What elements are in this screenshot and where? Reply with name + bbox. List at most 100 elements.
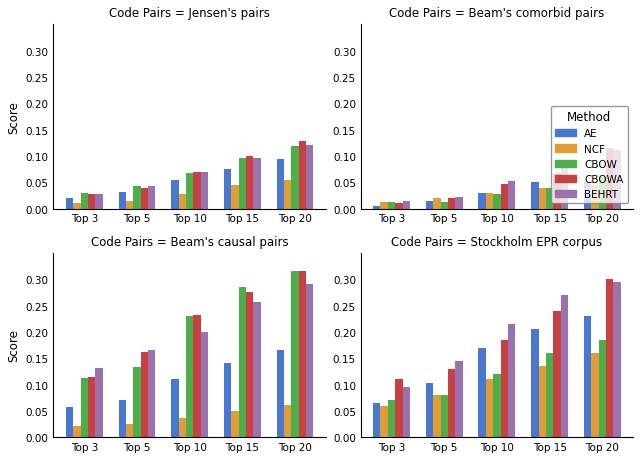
Bar (508, 324, 515, 437)
Bar (66, 199, 73, 209)
Bar (538, 366, 546, 437)
Bar (403, 387, 410, 437)
Title: Code Pairs = Stockholm EPR corpus: Code Pairs = Stockholm EPR corpus (391, 235, 602, 248)
Bar (388, 400, 396, 437)
Bar (381, 203, 388, 209)
Bar (246, 157, 253, 209)
Bar (95, 369, 103, 437)
Bar (186, 174, 193, 209)
Bar (253, 159, 260, 209)
Bar (598, 178, 606, 209)
Bar (224, 169, 231, 209)
Bar (426, 384, 433, 437)
Bar (66, 407, 73, 437)
Bar (141, 352, 148, 437)
Bar (284, 405, 291, 437)
Bar (231, 185, 239, 209)
Bar (126, 424, 133, 437)
Bar (381, 406, 388, 437)
Bar (118, 400, 126, 437)
Bar (172, 180, 179, 209)
Bar (141, 189, 148, 209)
Bar (561, 164, 568, 209)
Bar (591, 185, 598, 209)
Bar (118, 193, 126, 209)
Bar (531, 183, 538, 209)
Bar (493, 374, 500, 437)
Bar (193, 315, 201, 437)
Bar (403, 201, 410, 209)
Bar (95, 195, 103, 209)
Bar (448, 199, 455, 209)
Bar (148, 351, 156, 437)
Bar (561, 296, 568, 437)
Bar (584, 183, 591, 209)
Bar (486, 380, 493, 437)
Legend: AE, NCF, CBOW, CBOWA, BEHRT: AE, NCF, CBOW, CBOWA, BEHRT (551, 107, 628, 204)
Bar (486, 193, 493, 209)
Bar (81, 193, 88, 209)
Y-axis label: Score: Score (7, 101, 20, 134)
Bar (455, 197, 463, 209)
Y-axis label: Score: Score (7, 329, 20, 362)
Bar (201, 172, 208, 209)
Bar (531, 330, 538, 437)
Bar (553, 174, 561, 209)
Bar (253, 303, 260, 437)
Bar (133, 367, 141, 437)
Title: Code Pairs = Jensen's pairs: Code Pairs = Jensen's pairs (109, 7, 270, 20)
Bar (224, 363, 231, 437)
Bar (306, 146, 314, 209)
Bar (388, 203, 396, 209)
Bar (133, 186, 141, 209)
Bar (373, 207, 381, 209)
Bar (479, 348, 486, 437)
Bar (440, 203, 448, 209)
Bar (440, 395, 448, 437)
Bar (433, 395, 440, 437)
Bar (479, 193, 486, 209)
Bar (126, 201, 133, 209)
Bar (201, 332, 208, 437)
Bar (396, 204, 403, 209)
Bar (193, 172, 201, 209)
Bar (448, 369, 455, 437)
Bar (73, 204, 81, 209)
Bar (613, 150, 621, 209)
Bar (493, 195, 500, 209)
Bar (81, 378, 88, 437)
Bar (306, 285, 314, 437)
Bar (553, 311, 561, 437)
Bar (396, 380, 403, 437)
Bar (455, 361, 463, 437)
Bar (186, 316, 193, 437)
Title: Code Pairs = Beam's causal pairs: Code Pairs = Beam's causal pairs (91, 235, 289, 248)
Bar (291, 146, 299, 209)
Bar (613, 282, 621, 437)
Bar (276, 159, 284, 209)
Bar (538, 188, 546, 209)
Bar (606, 149, 613, 209)
Bar (584, 316, 591, 437)
Bar (239, 159, 246, 209)
Bar (88, 195, 95, 209)
Bar (239, 287, 246, 437)
Title: Code Pairs = Beam's comorbid pairs: Code Pairs = Beam's comorbid pairs (389, 7, 605, 20)
Bar (172, 380, 179, 437)
Bar (598, 340, 606, 437)
Bar (291, 272, 299, 437)
Bar (179, 195, 186, 209)
Bar (426, 201, 433, 209)
Bar (276, 351, 284, 437)
Bar (373, 403, 381, 437)
Bar (500, 185, 508, 209)
Bar (284, 180, 291, 209)
Bar (546, 188, 553, 209)
Bar (546, 353, 553, 437)
Bar (246, 293, 253, 437)
Bar (500, 340, 508, 437)
Bar (299, 142, 306, 209)
Bar (299, 272, 306, 437)
Bar (73, 425, 81, 437)
Bar (179, 418, 186, 437)
